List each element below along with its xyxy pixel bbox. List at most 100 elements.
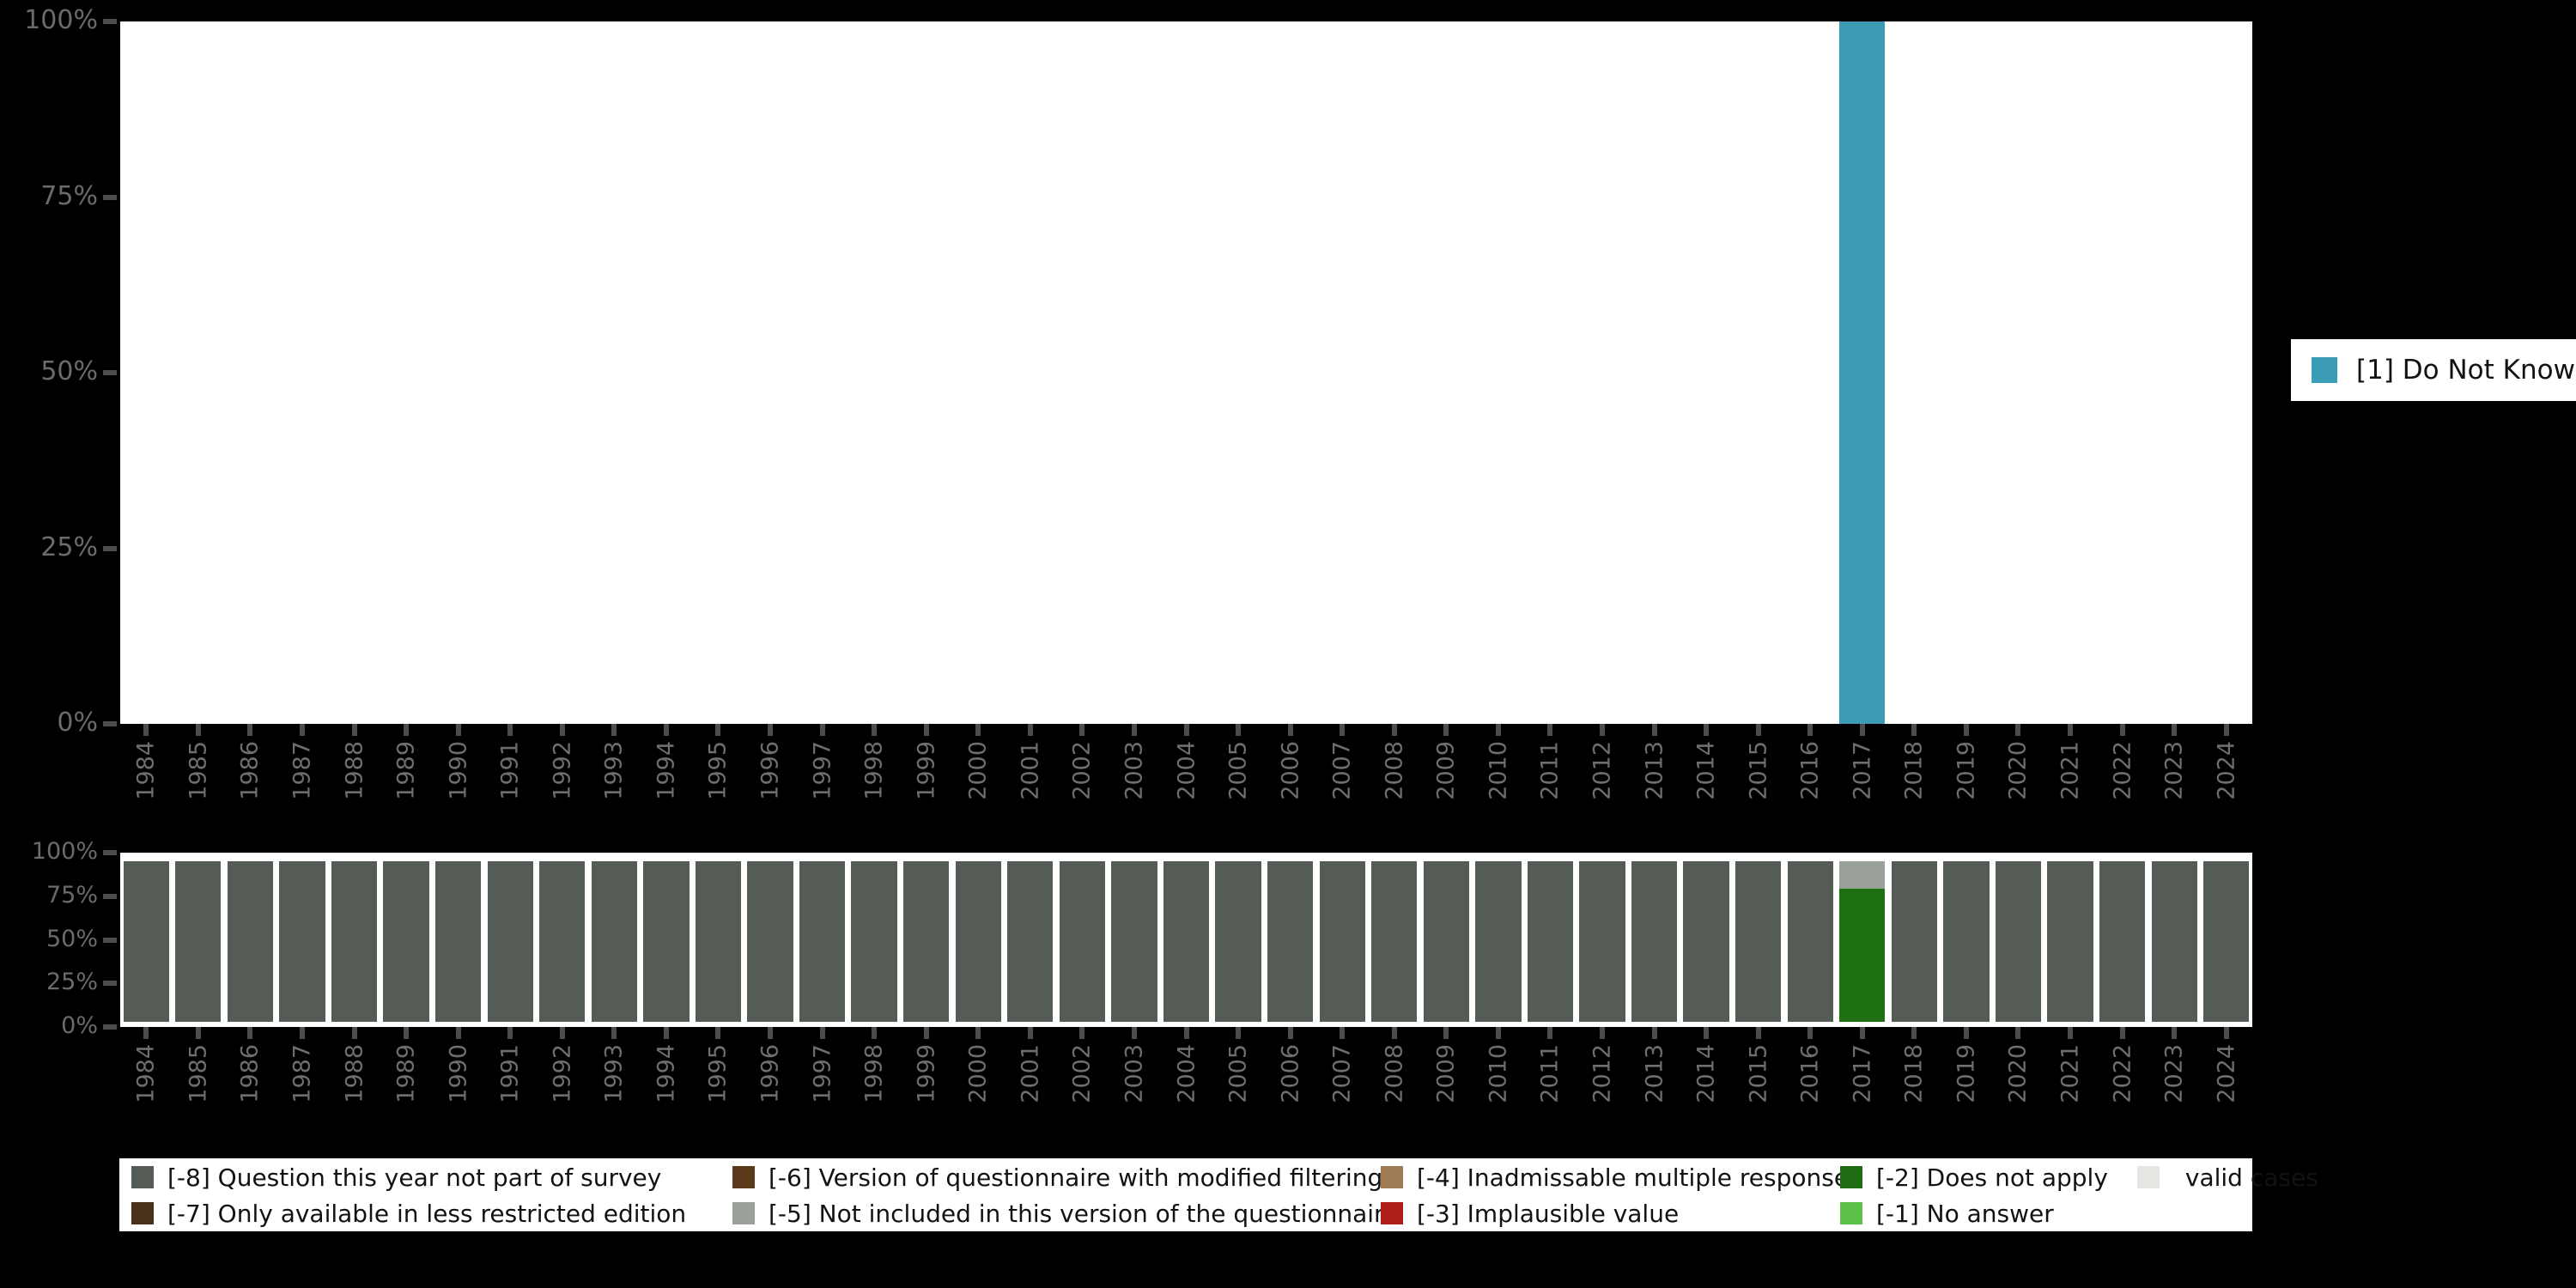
- missing-x-tick-mark: [872, 1027, 878, 1039]
- missing-bar-1994[interactable]: [643, 861, 690, 1022]
- missing-y-tick-label: 25%: [46, 969, 98, 996]
- missing-x-tick-label: 2006: [1277, 1044, 1304, 1103]
- missing-bar-1992[interactable]: [539, 861, 586, 1022]
- missing-bar-2002[interactable]: [1059, 861, 1105, 1022]
- missing-bar-2011[interactable]: [1527, 861, 1574, 1022]
- main-x-tick-label: 2015: [1745, 741, 1772, 800]
- missing-segment--8: [279, 861, 325, 1022]
- missing-bar-1991[interactable]: [487, 861, 533, 1022]
- main-x-tick-mark: [2119, 724, 2125, 736]
- missing-bar-2020[interactable]: [1995, 861, 2042, 1022]
- missing-segment--8: [2203, 861, 2250, 1022]
- missing-bar-1999[interactable]: [903, 861, 950, 1022]
- main-x-tick-mark: [1651, 724, 1657, 736]
- missing-bar-2017[interactable]: [1839, 861, 1886, 1022]
- missing-x-tick-label: 1987: [289, 1044, 316, 1103]
- missing-x-tick-mark: [819, 1027, 825, 1039]
- missing-bar-2014[interactable]: [1683, 861, 1729, 1022]
- missing-bar-2010[interactable]: [1475, 861, 1522, 1022]
- missing-x-tick-mark: [143, 1027, 149, 1039]
- missing-x-tick-mark: [247, 1027, 253, 1039]
- main-x-tick-mark: [143, 724, 149, 736]
- missing-bar-2018[interactable]: [1891, 861, 1937, 1022]
- missing-bar-1988[interactable]: [331, 861, 378, 1022]
- main-x-tick-label: 1998: [860, 741, 888, 800]
- missing-legend-label: [-6] Version of questionnaire with modif…: [769, 1163, 1383, 1192]
- missing-bar-2013[interactable]: [1631, 861, 1678, 1022]
- missing-bar-1990[interactable]: [434, 861, 482, 1022]
- missing-segment--8: [955, 861, 1001, 1022]
- missing-bar-1986[interactable]: [227, 861, 274, 1022]
- missing-legend-item--8[interactable]: [-8] Question this year not part of surv…: [119, 1163, 720, 1192]
- missing-bar-2006[interactable]: [1267, 861, 1314, 1022]
- series-legend[interactable]: [1] Do Not Know: [2291, 339, 2576, 401]
- missing-codes-legend[interactable]: [-8] Question this year not part of surv…: [119, 1158, 2318, 1231]
- missing-y-tick-mark: [103, 981, 117, 987]
- main-x-tick-label: 2008: [1381, 741, 1408, 800]
- missing-legend-item--6[interactable]: [-6] Version of questionnaire with modif…: [720, 1163, 1382, 1192]
- missing-bar-2012[interactable]: [1579, 861, 1625, 1022]
- missing-legend-swatch: [131, 1166, 154, 1188]
- missing-y-tick-label: 50%: [46, 925, 98, 952]
- missing-x-tick-mark: [1911, 1027, 1917, 1039]
- missing-bar-2022[interactable]: [2099, 861, 2146, 1022]
- main-x-tick-mark: [923, 724, 929, 736]
- missing-legend-swatch: [1840, 1202, 1862, 1224]
- missing-legend-swatch: [131, 1202, 154, 1224]
- missing-bar-1993[interactable]: [591, 861, 637, 1022]
- missing-legend-item--7[interactable]: [-7] Only available in less restricted e…: [119, 1200, 720, 1228]
- missing-bar-1995[interactable]: [695, 861, 742, 1022]
- main-x-tick-mark: [872, 724, 878, 736]
- missing-bar-2000[interactable]: [955, 861, 1001, 1022]
- main-x-tick-label: 1986: [236, 741, 264, 800]
- missing-x-tick-label: 2001: [1017, 1044, 1044, 1103]
- missing-bar-2016[interactable]: [1787, 861, 1833, 1022]
- main-x-tick-mark: [247, 724, 253, 736]
- missing-bar-2008[interactable]: [1371, 861, 1418, 1022]
- missing-legend-item--3[interactable]: [-3] Implausible value: [1369, 1200, 1828, 1228]
- missing-bar-2001[interactable]: [1007, 861, 1054, 1022]
- main-x-tick-label: 1992: [549, 741, 576, 800]
- missing-bar-1998[interactable]: [851, 861, 897, 1022]
- missing-bar-1985[interactable]: [175, 861, 222, 1022]
- main-bar-2017[interactable]: [1839, 21, 1886, 724]
- missing-legend-item-valid-cases[interactable]: valid cases: [2122, 1163, 2318, 1192]
- missing-bar-2023[interactable]: [2151, 861, 2197, 1022]
- missing-bar-2019[interactable]: [1943, 861, 1990, 1022]
- missing-x-axis: 1984 1985 1986 1987 1988 1989 1990 1991 1992 1993…: [120, 1027, 2252, 1112]
- missing-bar-2024[interactable]: [2203, 861, 2250, 1022]
- main-x-tick-label: 1989: [392, 741, 420, 800]
- missing-bar-1984[interactable]: [123, 861, 169, 1022]
- missing-bar-2015[interactable]: [1735, 861, 1782, 1022]
- missing-x-tick-label: 2013: [1641, 1044, 1668, 1103]
- main-x-tick-mark: [1911, 724, 1917, 736]
- missing-bar-1997[interactable]: [799, 861, 846, 1022]
- missing-segment--8: [227, 861, 274, 1022]
- missing-bar-1989[interactable]: [383, 861, 429, 1022]
- main-x-tick-label: 2009: [1432, 741, 1460, 800]
- missing-x-tick-label: 2005: [1224, 1044, 1252, 1103]
- missing-bar-2009[interactable]: [1423, 861, 1469, 1022]
- missing-bar-1987[interactable]: [279, 861, 325, 1022]
- main-x-tick-label: 2003: [1121, 741, 1148, 800]
- missing-bar-2005[interactable]: [1215, 861, 1261, 1022]
- missing-x-tick-label: 1990: [445, 1044, 472, 1103]
- main-x-tick-mark: [455, 724, 461, 736]
- main-x-tick-mark: [2172, 724, 2178, 736]
- missing-segment--8: [1683, 861, 1729, 1022]
- missing-bar-1996[interactable]: [747, 861, 793, 1022]
- missing-bar-2007[interactable]: [1319, 861, 1365, 1022]
- main-x-tick-label: 2022: [2109, 741, 2136, 800]
- missing-y-tick-mark: [103, 937, 117, 943]
- main-x-tick-label: 1984: [132, 741, 160, 800]
- missing-bar-2004[interactable]: [1163, 861, 1210, 1022]
- missing-legend-item--2[interactable]: [-2] Does not apply valid cases: [1828, 1163, 2318, 1192]
- missing-y-axis: 100% 75% 50% 25% 0%: [0, 838, 120, 1039]
- missing-bar-2003[interactable]: [1111, 861, 1157, 1022]
- missing-legend-item--1[interactable]: [-1] No answer: [1828, 1200, 2172, 1228]
- missing-bar-2021[interactable]: [2047, 861, 2093, 1022]
- missing-legend-item--4[interactable]: [-4] Inadmissable multiple response: [1369, 1163, 1849, 1192]
- missing-legend-item--5[interactable]: [-5] Not included in this version of the…: [720, 1200, 1398, 1228]
- main-x-tick-mark: [2223, 724, 2229, 736]
